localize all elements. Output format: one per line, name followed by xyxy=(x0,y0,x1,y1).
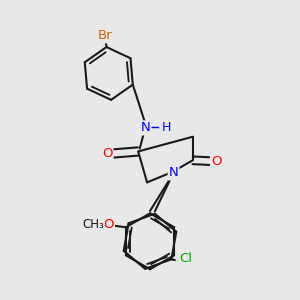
Text: O: O xyxy=(211,155,221,168)
Text: Br: Br xyxy=(98,29,112,42)
Text: Cl: Cl xyxy=(177,255,190,268)
Text: N: N xyxy=(141,122,151,134)
Text: O: O xyxy=(102,147,112,160)
Text: N: N xyxy=(169,167,178,179)
Text: Cl: Cl xyxy=(179,252,192,265)
Text: H: H xyxy=(162,121,171,134)
Text: CH₃: CH₃ xyxy=(82,218,104,231)
Text: O: O xyxy=(103,218,114,231)
